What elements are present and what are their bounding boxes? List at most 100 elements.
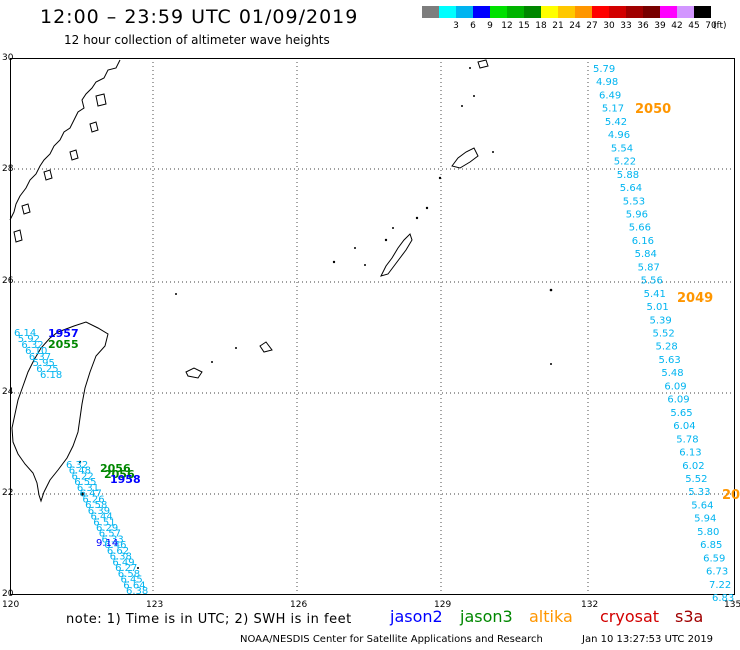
swh-value: 6.64 <box>123 580 145 591</box>
scale-swatch <box>575 6 592 18</box>
graticule <box>10 58 735 595</box>
scale-swatch <box>524 6 541 18</box>
swh-value: 6.49 <box>599 91 621 102</box>
swh-value: 6.45 <box>121 575 143 586</box>
swh-value: 6.33 <box>102 535 124 546</box>
scale-unit: (ft) <box>713 21 727 31</box>
islet <box>175 293 177 295</box>
scale-label: 33 <box>620 21 632 31</box>
islet <box>415 216 419 220</box>
swh-value: 5.65 <box>670 408 692 419</box>
swh-value: 5.66 <box>629 223 651 234</box>
swh-value: 5.52 <box>685 474 707 485</box>
swh-value: 6.32 <box>66 460 88 471</box>
map-title: 12:00 – 23:59 UTC 01/09/2019 <box>40 6 359 28</box>
swh-value: 6.58 <box>85 500 107 511</box>
islet <box>354 247 356 249</box>
swh-value: 6.09 <box>664 381 686 392</box>
yakushima-island <box>477 59 489 69</box>
swh-value: 6.04 <box>673 421 695 432</box>
legend-jason3: jason3 <box>460 607 513 626</box>
swh-value: 5.96 <box>626 210 648 221</box>
swh-value: 6.18 <box>40 370 62 381</box>
china-coast-islands <box>13 93 107 243</box>
islet <box>550 363 552 365</box>
swh-value: 6.37 <box>29 352 51 363</box>
swh-value: 5.64 <box>691 500 713 511</box>
islet <box>332 260 336 264</box>
swh-value: 6.22 <box>72 472 94 483</box>
scale-swatch <box>643 6 660 18</box>
islet <box>492 151 494 153</box>
swh-value: 6.51 <box>93 517 115 528</box>
scale-label: 30 <box>603 21 615 31</box>
okinawa-island <box>380 233 413 277</box>
islet <box>384 238 388 242</box>
islet <box>473 95 475 97</box>
east-track: 5.79 4.98 6.49 5.17 5.42 4.96 5.54 5.22 5.88 5.64… <box>593 64 734 604</box>
china-coastline <box>9 59 121 221</box>
swh-value: 6.29 <box>96 523 118 534</box>
swh-value: 6.59 <box>703 553 725 564</box>
swh-value: 6.10 <box>25 346 47 357</box>
swh-value: 6.57 <box>99 529 121 540</box>
swh-value: 6.83 <box>712 593 734 604</box>
scale-swatch <box>694 6 711 18</box>
lon-label-120: 120 <box>2 600 20 610</box>
lat-label-30: 30 <box>2 53 14 63</box>
scale-label: 24 <box>569 21 581 31</box>
swh-value: 6.55 <box>74 477 96 488</box>
scale-label: 9 <box>487 21 493 31</box>
islet <box>461 105 463 107</box>
swh-value: 5.48 <box>661 368 683 379</box>
coastlines <box>9 59 489 503</box>
islets <box>78 67 553 569</box>
scale-swatch <box>507 6 524 18</box>
swh-value: 5.41 <box>644 289 666 300</box>
taiwan-south-track: 6.326.486.226.556.316.476.266.586.396.44… <box>66 460 148 597</box>
ishigaki-island <box>185 367 203 379</box>
scale-swatch <box>456 6 473 18</box>
scale-swatch <box>490 6 507 18</box>
swh-value: 6.14 <box>14 328 36 339</box>
scale-swatch <box>660 6 677 18</box>
scale-label: 27 <box>586 21 598 31</box>
swh-value: 5.84 <box>635 249 657 260</box>
swh-value: 6.44 <box>91 512 113 523</box>
islet <box>137 567 139 569</box>
swh-value: 6.85 <box>700 540 722 551</box>
jason2-swh-value: 9.14 <box>96 538 118 549</box>
islet <box>78 460 82 464</box>
lon-label-132: 132 <box>581 600 599 610</box>
swh-value: 6.39 <box>88 506 110 517</box>
swh-value: 5.01 <box>647 302 669 313</box>
altika-pass-time-2: 2049 <box>677 291 713 306</box>
swh-value: 5.54 <box>611 143 633 154</box>
legend-altika: altika <box>529 607 573 626</box>
scale-label: 21 <box>552 21 564 31</box>
swh-value: 5.53 <box>623 196 645 207</box>
swh-value: 7.22 <box>709 580 731 591</box>
islet <box>469 67 471 69</box>
swh-value: 6.58 <box>118 569 140 580</box>
swh-value: 6.46 <box>104 540 126 551</box>
jason3-pass-time-north: 2055 <box>48 338 79 351</box>
swh-value: 5.63 <box>659 355 681 366</box>
scale-swatch <box>558 6 575 18</box>
islet <box>392 227 394 229</box>
scale-label: 3 <box>453 21 459 31</box>
islet <box>211 361 213 363</box>
swh-value: 6.62 <box>107 546 129 557</box>
swh-value: 5.87 <box>638 262 660 273</box>
swh-value: 5.95 <box>33 358 55 369</box>
scale-label: 36 <box>637 21 649 31</box>
scale-label: 12 <box>501 21 513 31</box>
legend-jason2: jason2 <box>390 607 443 626</box>
miyako-island <box>259 341 273 353</box>
swh-value: 4.96 <box>608 130 630 141</box>
swh-value: 5.88 <box>617 170 639 181</box>
scale-swatch <box>609 6 626 18</box>
swh-value: 6.47 <box>80 489 102 500</box>
lat-label-26: 26 <box>2 276 14 286</box>
